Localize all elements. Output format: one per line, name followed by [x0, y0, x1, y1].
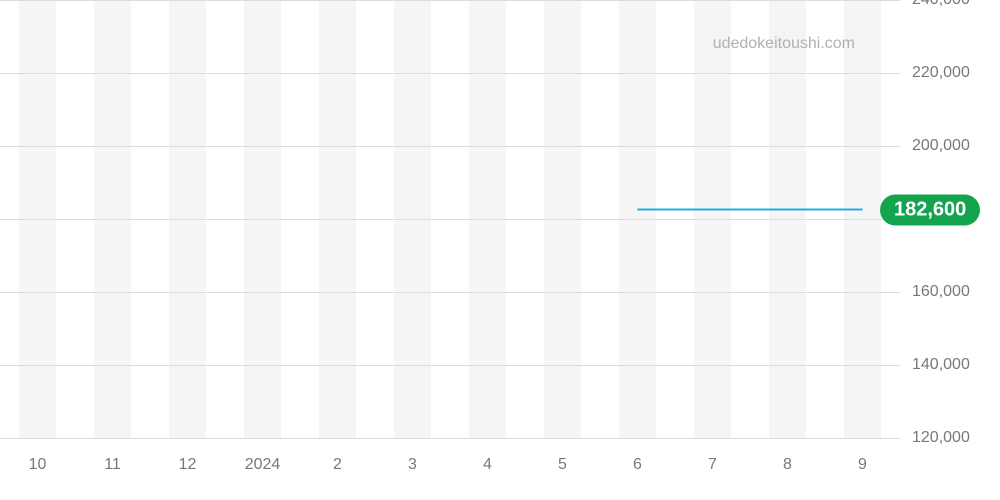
chart-line-layer — [0, 0, 1000, 500]
price-chart: 120,000140,000160,000180,000200,000220,0… — [0, 0, 1000, 500]
current-value-badge: 182,600 — [880, 194, 980, 225]
